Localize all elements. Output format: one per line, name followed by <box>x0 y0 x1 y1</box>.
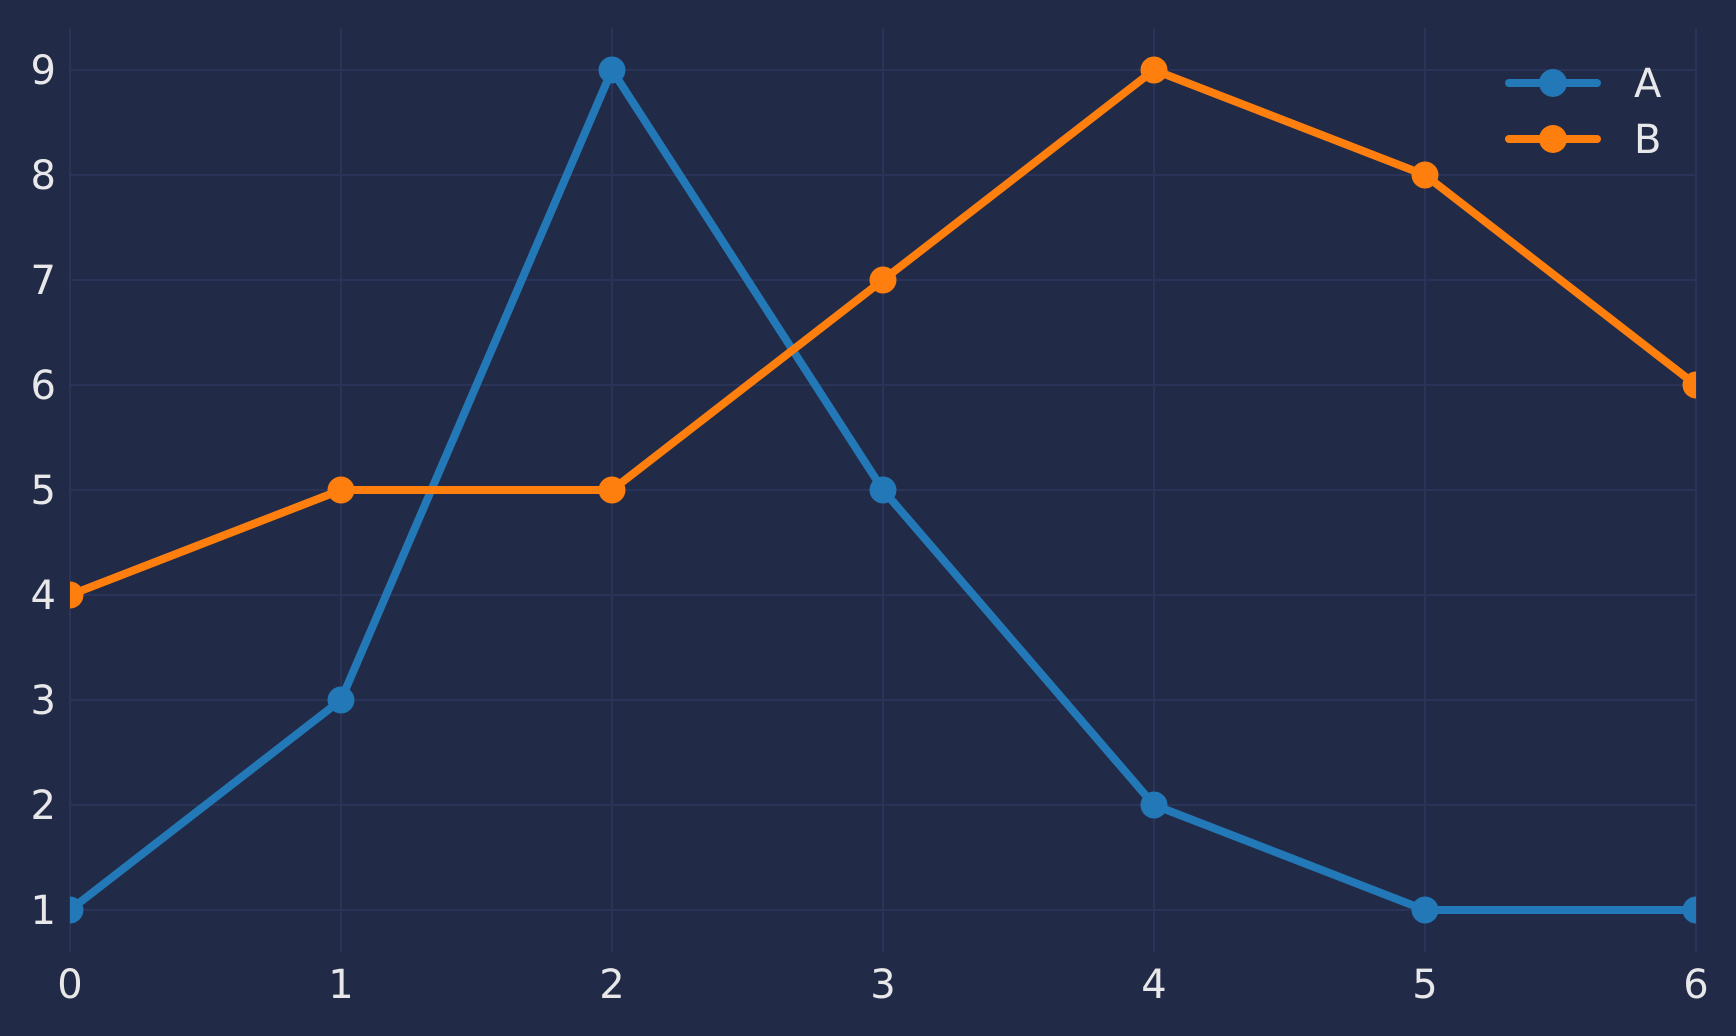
x-tick-label: 4 <box>1141 962 1166 1008</box>
series-B-marker <box>327 476 355 504</box>
y-tick-label: 7 <box>31 258 56 304</box>
x-tick-label: 6 <box>1683 962 1708 1008</box>
y-tick-label: 8 <box>31 153 56 199</box>
x-tick-label: 3 <box>870 962 895 1008</box>
series-B-marker <box>1411 161 1439 189</box>
legend-marker <box>1539 125 1567 153</box>
legend: AB <box>1505 61 1662 163</box>
y-axis-labels: 1 2 3 4 5 6 7 8 9 <box>31 48 56 934</box>
y-tick-label: 9 <box>31 48 56 94</box>
y-tick-label: 5 <box>31 468 56 514</box>
y-tick-label: 3 <box>31 678 56 724</box>
x-axis-labels: 0 1 2 3 4 5 6 <box>57 962 1708 1008</box>
x-tick-label: 0 <box>57 962 82 1008</box>
x-tick-label: 5 <box>1412 962 1437 1008</box>
series-B-marker <box>70 581 84 609</box>
legend-label: A <box>1634 61 1662 107</box>
x-tick-label: 1 <box>328 962 353 1008</box>
series-A-marker <box>1140 791 1168 819</box>
legend-entry-A: A <box>1505 61 1662 107</box>
series-A-marker <box>70 896 84 924</box>
series-B-marker <box>598 476 626 504</box>
series-A-marker <box>598 56 626 84</box>
series-A-marker <box>1682 896 1696 924</box>
series-A-marker <box>869 476 897 504</box>
legend-marker <box>1539 69 1567 97</box>
series-group <box>70 56 1696 924</box>
series-A-marker <box>1411 896 1439 924</box>
legend-label: B <box>1634 117 1661 163</box>
series-B-marker <box>1140 56 1168 84</box>
series-B-marker <box>1682 371 1696 399</box>
x-tick-label: 2 <box>599 962 624 1008</box>
y-tick-label: 4 <box>31 573 56 619</box>
y-tick-label: 1 <box>31 888 56 934</box>
y-tick-label: 6 <box>31 363 56 409</box>
series-A-marker <box>327 686 355 714</box>
y-tick-label: 2 <box>31 783 56 829</box>
legend-entry-B: B <box>1505 117 1661 163</box>
series-B-marker <box>869 266 897 294</box>
